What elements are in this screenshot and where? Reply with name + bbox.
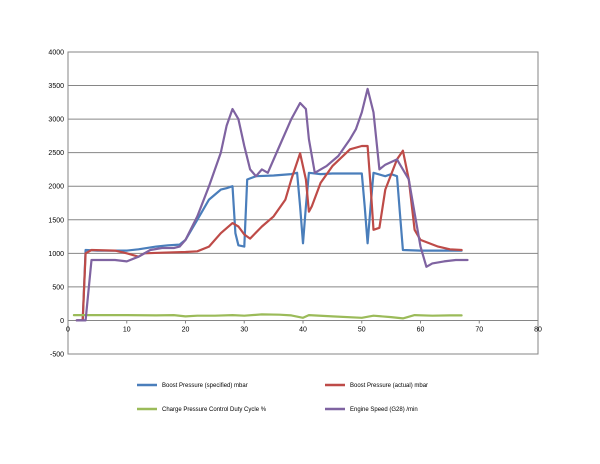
x-axis: 0 10 20 30 40 50 60 70 80 [66, 320, 542, 333]
y-tick-label: -500 [50, 352, 64, 359]
y-tick-label: 1500 [48, 217, 64, 224]
y-tick-label: 4000 [48, 50, 64, 57]
x-tick-label: 80 [534, 326, 542, 333]
x-tick-label: 0 [66, 326, 70, 333]
legend: Boost Pressure (specified) mbar Boost Pre… [137, 383, 428, 413]
y-tick-label: 2000 [48, 184, 64, 191]
legend-label: Boost Pressure (specified) mbar [162, 383, 248, 389]
x-tick-label: 60 [417, 326, 425, 333]
legend-label: Charge Pressure Control Duty Cycle % [162, 407, 267, 413]
y-tick-label: 1000 [48, 251, 64, 258]
legend-label: Engine Speed (G28) /min [350, 407, 418, 413]
x-tick-label: 20 [182, 326, 190, 333]
y-tick-label: 0 [60, 318, 64, 325]
y-tick-label: 3500 [48, 83, 64, 90]
series-line-4 [75, 87, 469, 322]
gridlines [68, 51, 538, 321]
series-line-1 [75, 171, 463, 322]
series-lines [72, 87, 469, 322]
y-tick-label: 2500 [48, 150, 64, 157]
y-tick-label: 3000 [48, 117, 64, 124]
x-tick-label: 40 [299, 326, 307, 333]
legend-label: Boost Pressure (actual) mbar [350, 383, 428, 389]
x-tick-label: 50 [358, 326, 366, 333]
x-tick-label: 10 [123, 326, 131, 333]
y-axis: -500 0 500 1000 1500 2000 2500 3000 3500 4000 [48, 50, 64, 359]
x-tick-label: 30 [240, 326, 248, 333]
series-line-3 [72, 313, 463, 320]
y-tick-label: 500 [52, 284, 64, 291]
plot-area-border [67, 51, 539, 355]
x-tick-label: 70 [475, 326, 483, 333]
plot-border [67, 51, 539, 355]
